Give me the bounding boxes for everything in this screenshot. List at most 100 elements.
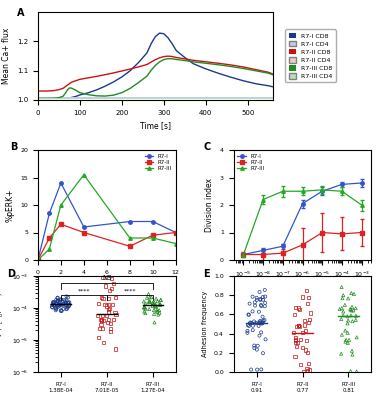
Point [295, 322, 301, 329]
Point [263, 336, 269, 342]
Point [260, 350, 266, 356]
Point [245, 322, 251, 328]
Point [54, 303, 60, 309]
Point [103, 283, 109, 289]
Point [252, 302, 258, 309]
Point [58, 296, 64, 303]
Point [108, 321, 114, 327]
Point [259, 320, 265, 327]
Point [111, 316, 117, 323]
Point [244, 330, 251, 336]
Point [155, 298, 161, 304]
Point [64, 293, 70, 300]
Point [348, 307, 354, 314]
Point [354, 368, 360, 375]
Point [262, 317, 268, 323]
Point [346, 337, 352, 343]
Point [306, 316, 312, 322]
Point [158, 297, 164, 303]
Point [53, 307, 59, 314]
Point [296, 306, 302, 312]
Point [141, 298, 147, 305]
Point [64, 306, 70, 312]
Point [55, 298, 61, 304]
Point [108, 276, 114, 282]
Point [258, 302, 264, 308]
Point [64, 306, 70, 312]
Point [54, 298, 60, 304]
Point [144, 294, 150, 301]
Point [65, 300, 71, 306]
Point [255, 342, 261, 349]
Point [342, 327, 348, 334]
Point [146, 299, 152, 306]
Point [294, 339, 301, 346]
Point [106, 306, 112, 313]
Point [60, 301, 66, 308]
Point [303, 287, 309, 294]
Point [147, 298, 153, 305]
Point [257, 318, 263, 325]
Point [65, 304, 71, 311]
Point [105, 301, 111, 308]
Point [299, 294, 305, 300]
Point [337, 306, 343, 312]
Point [342, 338, 348, 345]
Point [53, 301, 59, 307]
Point [339, 305, 345, 311]
Point [260, 294, 266, 300]
Point [338, 350, 344, 357]
Point [348, 368, 354, 374]
Point [154, 306, 160, 312]
Point [308, 310, 314, 316]
X-axis label: Time [s]: Time [s] [140, 121, 171, 130]
Point [66, 299, 72, 306]
Point [107, 305, 113, 312]
Point [157, 301, 163, 307]
Point [141, 308, 147, 315]
Point [338, 284, 345, 290]
Point [302, 322, 308, 328]
Legend: R7-I, R7-II, R7-III: R7-I, R7-II, R7-III [144, 153, 173, 172]
Point [66, 303, 72, 309]
Point [250, 322, 256, 329]
Point [59, 302, 65, 308]
Point [303, 337, 309, 343]
Point [249, 294, 255, 300]
Point [146, 291, 152, 297]
Point [304, 366, 310, 372]
Point [291, 330, 297, 336]
Point [157, 302, 163, 308]
X-axis label: Time of stimulation [min]: Time of stimulation [min] [63, 280, 151, 287]
Point [152, 299, 158, 306]
Point [108, 285, 114, 292]
Point [66, 303, 72, 309]
Point [150, 303, 156, 309]
Point [53, 305, 59, 311]
Point [57, 297, 63, 304]
Point [299, 330, 305, 336]
Point [100, 318, 106, 324]
Point [105, 309, 111, 315]
Point [50, 299, 56, 305]
Point [293, 343, 299, 349]
Point [66, 302, 72, 308]
Point [246, 323, 252, 329]
Point [51, 299, 57, 306]
Point [141, 304, 147, 310]
Point [349, 304, 355, 310]
Point [151, 311, 157, 317]
Point [345, 320, 351, 327]
Point [95, 312, 101, 318]
Point [64, 303, 70, 310]
Point [248, 366, 254, 373]
Point [109, 301, 115, 307]
Point [49, 304, 55, 310]
Point [150, 300, 156, 307]
Point [148, 294, 154, 300]
Point [247, 319, 253, 326]
Point [65, 300, 71, 306]
Point [252, 320, 258, 327]
Point [154, 308, 160, 315]
Text: C: C [203, 142, 210, 152]
